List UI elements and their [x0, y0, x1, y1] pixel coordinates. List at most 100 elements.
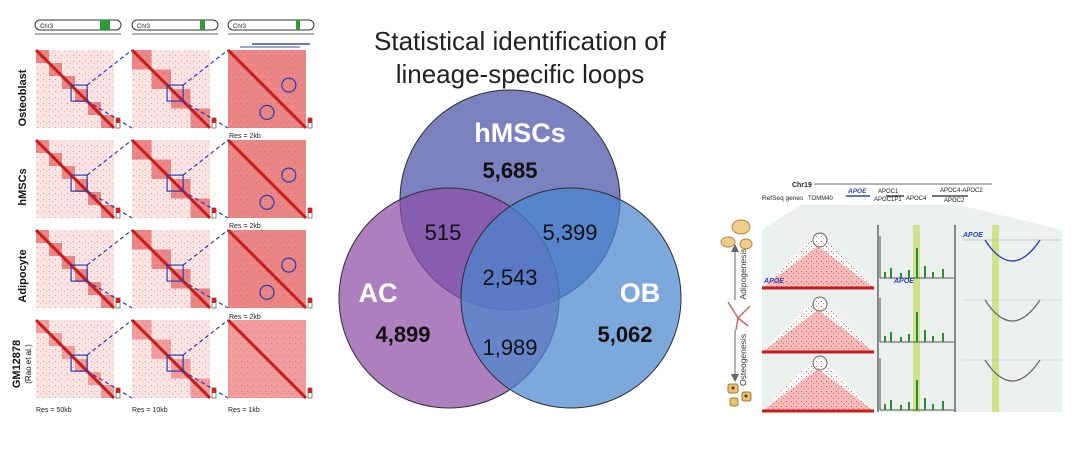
signal-peak: [890, 332, 892, 342]
loop-circle: [259, 284, 275, 300]
res-label-1kb: Res = 1kb: [228, 407, 260, 414]
venn-label-ac: AC: [359, 278, 398, 308]
row-label-osteoblast: Osteoblast: [17, 69, 29, 126]
signal-peak: [916, 312, 918, 342]
gene-apoc4: APOC4: [906, 196, 927, 202]
highlight-band: [992, 225, 999, 412]
venn-count-ac-ob: 1,989: [482, 335, 537, 360]
signal-peak: [908, 402, 910, 410]
gene-tomm40: TOMM40: [808, 196, 834, 202]
zoom-box: [166, 174, 184, 192]
heatmap-tile: [34, 138, 133, 220]
heatmap-tile: [34, 318, 133, 400]
signal-peak: [924, 266, 926, 278]
loop-arc: [984, 239, 1041, 262]
signal-peak: [900, 337, 902, 342]
loop-arc: [984, 359, 1041, 382]
signal-peak: [924, 398, 926, 410]
signal-peak: [908, 334, 910, 342]
venn-diagram-panel: Statistical identification of lineage-sp…: [338, 26, 682, 409]
heatmap-tile: [130, 138, 229, 220]
heatmap-tile: [226, 318, 313, 400]
loop-circle: [259, 194, 275, 210]
zoom-box: [166, 264, 184, 282]
signal-peak: [942, 269, 944, 278]
signal-peak: [884, 336, 886, 342]
zoom-box: [70, 264, 88, 282]
loop-circle: [281, 167, 297, 183]
apoe-signal-tracks: [877, 225, 999, 412]
arrow-down-icon: [731, 374, 739, 382]
track-label-apoe: APOE: [893, 278, 914, 285]
gene-apoc1p1: APOC1P1: [874, 197, 902, 203]
apoe-locus-panel: Chr19 RefSeq genes APOE TOMM40 APOC1 APO…: [720, 182, 1062, 413]
heatmap-tile: [130, 48, 229, 130]
signal-peak: [900, 273, 902, 278]
osteoblast-cells-icon: [727, 383, 752, 407]
res-label-10kb: Res = 10kb: [132, 407, 168, 414]
signal-peak: [900, 405, 902, 410]
heatmap-tile: [34, 228, 133, 310]
chrom-label: Chr3: [233, 24, 247, 30]
res-label-2kb: Res = 2kb: [229, 314, 261, 321]
signal-peak: [942, 401, 944, 410]
track-label-apoe: APOE: [962, 232, 983, 239]
res-label-2kb: Res = 2kb: [229, 223, 261, 230]
venn-count-ob-only: 5,062: [597, 322, 652, 347]
hic-triangle: [762, 355, 874, 413]
hic-heatmap-panel: Chr3 Chr3 Chr3 Osteoblast hMSCs Adipocyt…: [11, 19, 315, 414]
heatmap-grid: [34, 48, 313, 400]
venn-count-all: 2,543: [482, 265, 537, 290]
signal-peak: [932, 336, 934, 342]
adipocyte-cells-icon: [720, 219, 753, 250]
refseq-label: RefSeq genes: [762, 195, 804, 202]
apoe-hic-triangles: [762, 232, 874, 413]
venn-label-hmscs: hMSCs: [474, 118, 566, 148]
zoom-box: [70, 354, 88, 372]
chrom-label: Chr3: [40, 24, 54, 30]
res-label-50kb: Res = 50kb: [36, 407, 72, 414]
heatmap-tile: [34, 48, 133, 130]
axis-label-osteogenesis: Osteogenesis: [738, 334, 748, 386]
venn-count-hmscs-only: 5,685: [482, 158, 537, 183]
gene-apoc2: APOC2: [944, 198, 965, 204]
venn-count-hmscs-ob: 5,399: [542, 220, 597, 245]
gene-apoe: APOE: [847, 188, 867, 195]
loop-circle: [281, 257, 297, 273]
zoom-box: [70, 84, 88, 102]
chromosome-ideograms: Chr3 Chr3 Chr3: [34, 19, 315, 48]
signal-peak: [890, 400, 892, 410]
axis-label-adipogenesis: Adipogenesis: [738, 248, 748, 299]
heatmap-tile: [130, 318, 229, 400]
diagram-subtitle: lineage-specific loops: [396, 59, 645, 89]
loop-circle: [812, 232, 828, 248]
hic-triangle: [762, 232, 874, 290]
row-label-hmscs: hMSCs: [17, 168, 29, 205]
zoom-box: [70, 174, 88, 192]
signal-peak: [908, 270, 910, 278]
loop-circle: [812, 296, 828, 312]
loop-arc: [984, 299, 1041, 322]
gene-apoc1: APOC1: [878, 189, 899, 195]
venn-count-ac-only: 4,899: [375, 322, 430, 347]
zoom-box: [166, 354, 184, 372]
arrow-up-icon: [731, 244, 739, 252]
heatmap-tile: [226, 48, 313, 130]
signal-peak: [942, 333, 944, 342]
signal-peak: [932, 404, 934, 410]
row-label-adipocyte: Adipocyte: [17, 249, 29, 302]
heatmap-tile: [226, 138, 313, 220]
loop-circle: [281, 77, 297, 93]
zoom-box: [166, 84, 184, 102]
signal-peak: [884, 272, 886, 278]
gene-apoc4-apoc2: APOC4-APOC2: [940, 188, 983, 194]
signal-peak: [924, 330, 926, 342]
chrom-label: Chr3: [137, 24, 151, 30]
heatmap-tile: [226, 228, 313, 310]
signal-peak: [884, 404, 886, 410]
venn-label-ob: OB: [620, 278, 661, 308]
apoe-loop-arcs: [962, 239, 1062, 382]
loop-circle: [812, 355, 828, 371]
row-label-gm12878: GM12878: [11, 340, 23, 388]
